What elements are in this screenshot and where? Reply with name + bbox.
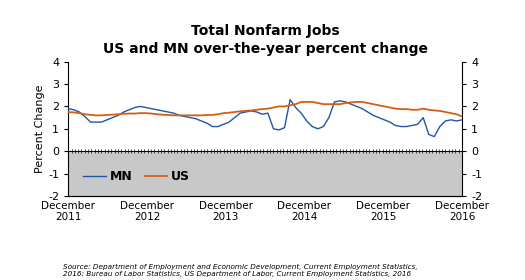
MN <box>292 106 299 109</box>
US <box>320 102 327 106</box>
Text: Source: Department of Employment and Economic Development, Current Employment St: Source: Department of Employment and Eco… <box>63 264 417 277</box>
Title: Total Nonfarm Jobs
US and MN over-the-year percent change: Total Nonfarm Jobs US and MN over-the-ye… <box>102 24 428 56</box>
MN <box>431 135 437 138</box>
MN <box>437 125 443 128</box>
US <box>298 100 304 104</box>
MN <box>320 125 327 128</box>
US <box>287 104 293 107</box>
Line: US: US <box>68 102 462 116</box>
MN <box>459 118 465 122</box>
MN <box>287 98 293 101</box>
Legend: MN, US: MN, US <box>78 165 195 188</box>
US <box>121 112 127 115</box>
MN <box>337 99 343 102</box>
Y-axis label: Percent Change: Percent Change <box>35 85 45 173</box>
Line: MN: MN <box>68 100 462 137</box>
US <box>65 110 71 114</box>
US <box>337 102 343 106</box>
US <box>160 113 166 116</box>
MN <box>198 119 205 123</box>
MN <box>65 107 71 110</box>
US <box>198 114 205 117</box>
MN <box>121 110 127 114</box>
US <box>459 115 465 118</box>
